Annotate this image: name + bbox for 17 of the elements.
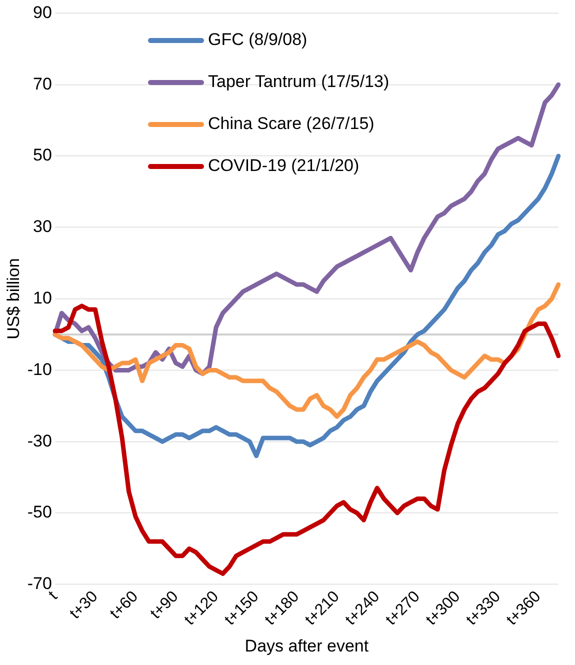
x-tick-label: t+90 (147, 588, 182, 622)
x-tick-label: t+30 (66, 588, 102, 622)
y-tick-label: 10 (33, 288, 52, 308)
y-axis-title: US$ billion (4, 258, 23, 340)
y-tick-label: 70 (33, 74, 52, 94)
legend-label: COVID-19 (21/1/20) (208, 156, 360, 176)
legend-label: GFC (8/9/08) (208, 30, 308, 50)
legend-label: China Scare (26/7/15) (208, 114, 374, 134)
y-tick-label: -30 (27, 431, 52, 450)
x-axis-title: Days after event (244, 636, 369, 656)
y-tick-label: 30 (33, 217, 52, 236)
y-tick-label: -50 (27, 502, 52, 522)
y-tick-label: -10 (27, 360, 52, 379)
x-tick-label: t+60 (107, 588, 142, 622)
legend-label: Taper Tantrum (17/5/13) (208, 72, 390, 92)
y-tick-label: 50 (33, 146, 52, 165)
y-tick-label: 90 (33, 2, 52, 22)
